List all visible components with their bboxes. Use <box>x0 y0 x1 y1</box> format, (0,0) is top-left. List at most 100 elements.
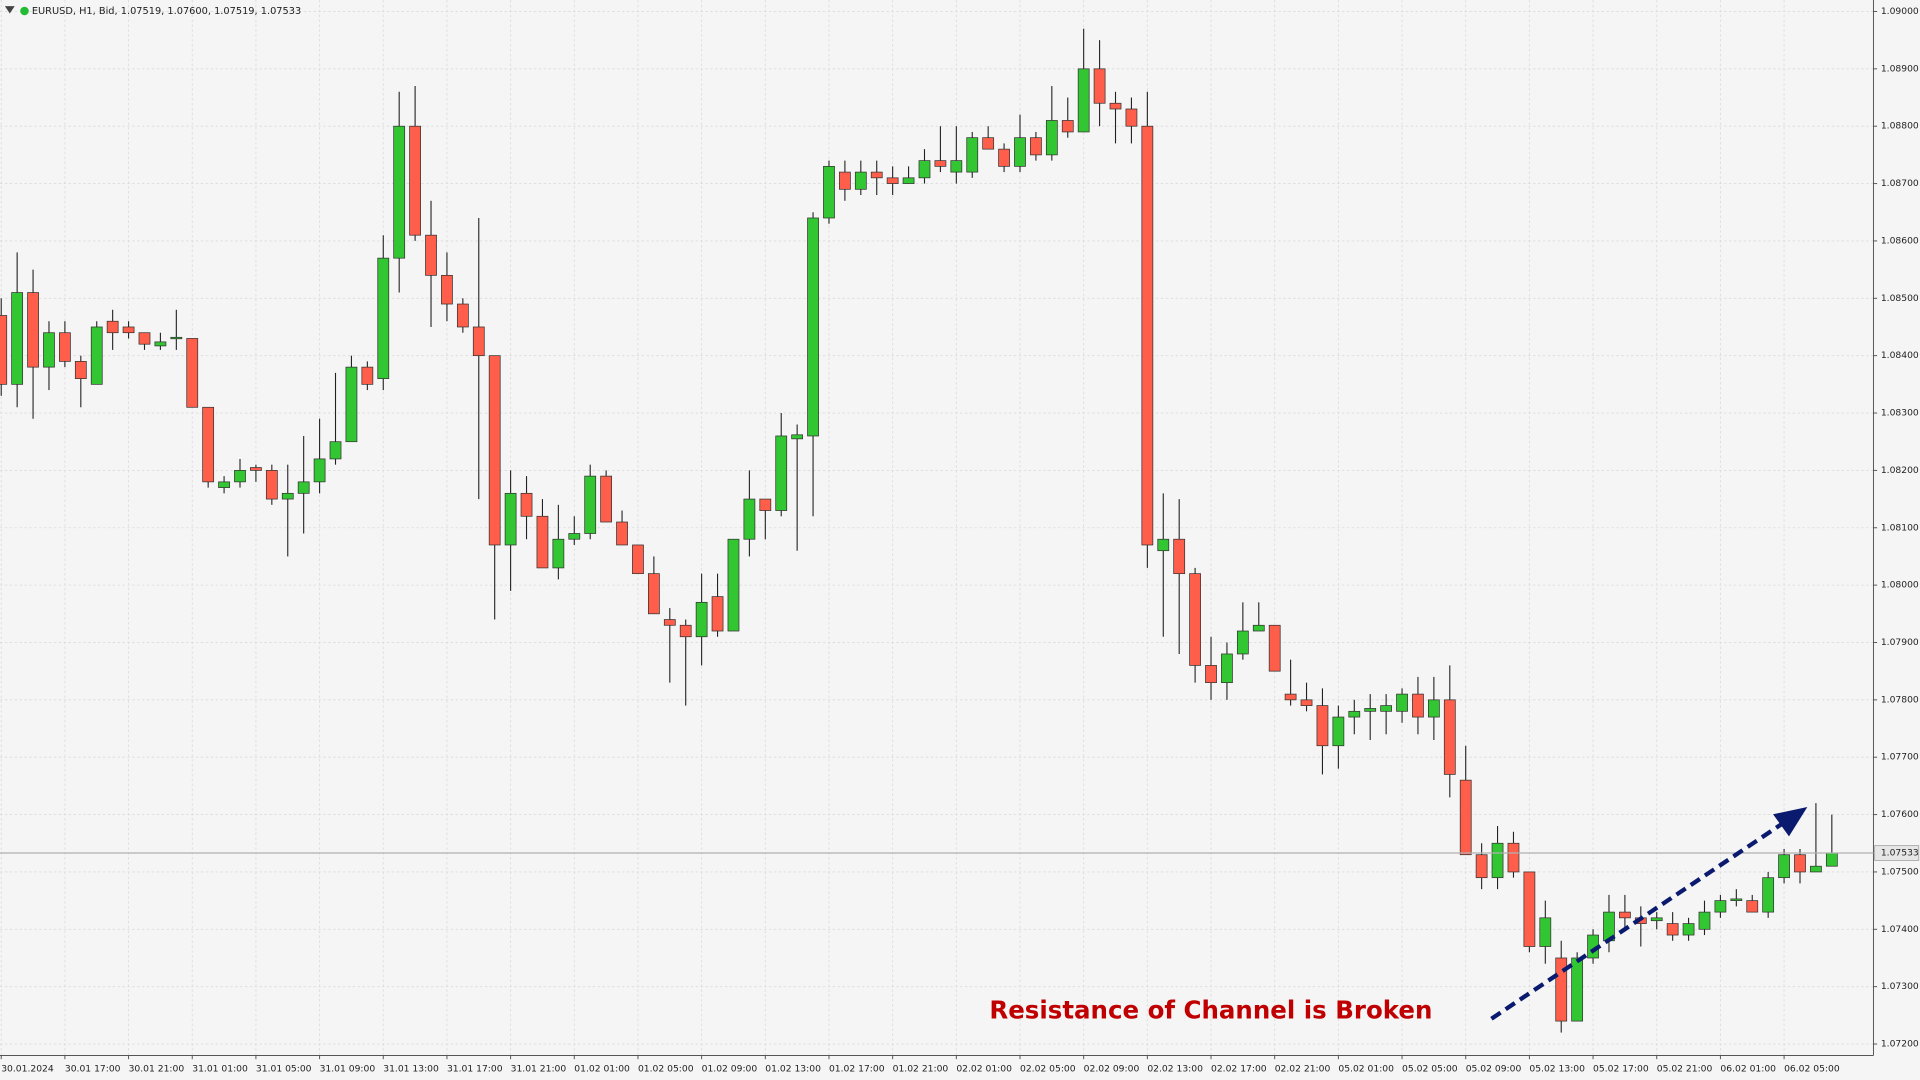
candle-body <box>1300 699 1313 706</box>
y-tick-label: 1.07700 <box>1881 752 1919 763</box>
candle-body <box>170 336 183 340</box>
candle-body <box>297 481 310 494</box>
candle-body <box>1475 854 1488 879</box>
candle-body <box>1236 630 1249 655</box>
candle-body <box>425 234 437 276</box>
candle-body <box>711 596 724 632</box>
candle-body <box>1619 911 1631 919</box>
x-tick-label: 01.02 09:00 <box>702 1063 758 1074</box>
candle-body <box>122 326 135 334</box>
y-tick-label: 1.08600 <box>1881 235 1919 246</box>
candle-body <box>1491 842 1504 879</box>
x-tick-label: 31.01 09:00 <box>320 1063 376 1074</box>
candle-body <box>1141 125 1154 546</box>
candle-body <box>632 544 644 575</box>
candle-body <box>982 137 995 150</box>
x-tick-label: 31.01 13:00 <box>383 1063 439 1074</box>
candle-body <box>27 292 39 368</box>
candle-body <box>1698 911 1711 930</box>
last-price-label: 1.07533 <box>1881 848 1919 859</box>
candle-body <box>1810 865 1822 873</box>
candle-body <box>791 434 804 440</box>
candle-body <box>1778 854 1790 879</box>
candle-body <box>59 332 71 362</box>
candle-body <box>218 481 230 488</box>
candle-body <box>1682 923 1695 936</box>
x-tick-label: 30.01 17:00 <box>65 1063 121 1074</box>
candle-body <box>1794 854 1806 873</box>
candle-body <box>1093 68 1106 104</box>
candle-body <box>552 538 565 569</box>
candle-body <box>743 498 756 540</box>
candle-body <box>1396 693 1408 712</box>
candle-body <box>1762 877 1775 913</box>
candle-body <box>1364 708 1377 712</box>
candle-body <box>998 148 1010 167</box>
trend-arrow-head <box>1773 806 1808 837</box>
menu-icon <box>4 6 15 14</box>
candle-body <box>1061 120 1074 133</box>
x-tick-label: 05.02 17:00 <box>1593 1063 1649 1074</box>
candle-body <box>1666 923 1679 936</box>
y-tick-label: 1.07300 <box>1881 981 1919 992</box>
candle-body <box>1412 693 1424 718</box>
y-tick-label: 1.08000 <box>1881 580 1919 591</box>
y-tick-label: 1.07200 <box>1881 1039 1919 1050</box>
x-tick-label: 01.02 13:00 <box>765 1063 821 1074</box>
candle-body <box>1428 699 1440 718</box>
candle-body <box>1523 871 1536 947</box>
candle-body <box>1252 624 1265 632</box>
x-tick-label: 31.01 05:00 <box>256 1063 312 1074</box>
candle-body <box>679 624 692 638</box>
grid <box>0 0 1874 1056</box>
candle-body <box>1284 693 1297 701</box>
candle-body <box>1221 653 1233 684</box>
x-tick-label: 01.02 01:00 <box>574 1063 630 1074</box>
x-tick-label: 31.01 17:00 <box>447 1063 503 1074</box>
candle-body <box>1571 957 1584 1022</box>
x-tick-label: 02.02 01:00 <box>956 1063 1012 1074</box>
candle-body <box>1173 538 1186 575</box>
candle-body <box>1555 957 1568 1022</box>
x-tick-label: 05.02 05:00 <box>1402 1063 1458 1074</box>
candle-body <box>361 366 374 385</box>
candle-body <box>536 515 549 569</box>
candle-body <box>0 315 8 385</box>
y-tick-label: 1.08800 <box>1881 121 1919 132</box>
candle-body <box>663 619 676 626</box>
trend-arrow-line <box>1490 822 1783 1021</box>
last-price-box <box>1874 845 1920 861</box>
candle-body <box>11 292 24 385</box>
candle-body <box>250 467 262 471</box>
y-tick-label: 1.07400 <box>1881 924 1919 935</box>
candle-body <box>329 441 342 460</box>
x-tick-label: 02.02 21:00 <box>1275 1063 1331 1074</box>
candle-body <box>1507 842 1520 873</box>
candle-body <box>1014 137 1026 167</box>
candle-body <box>1045 120 1058 156</box>
candle-body <box>504 492 517 546</box>
candle-body <box>138 332 151 345</box>
y-tick-label: 1.08200 <box>1881 465 1919 476</box>
candle-body <box>186 338 199 408</box>
candle-body <box>823 165 835 219</box>
candle-body <box>934 160 947 167</box>
candle-body <box>154 341 167 347</box>
candle-body <box>584 475 597 534</box>
candle-body <box>950 160 963 173</box>
candle-body <box>520 492 533 517</box>
candle-body <box>313 458 326 483</box>
x-tick-label: 06.02 01:00 <box>1720 1063 1776 1074</box>
candle-body <box>1714 900 1727 913</box>
x-tick-label: 01.02 05:00 <box>638 1063 694 1074</box>
x-tick-label: 31.01 21:00 <box>511 1063 567 1074</box>
candle-body <box>90 326 103 385</box>
x-tick-label: 02.02 13:00 <box>1147 1063 1203 1074</box>
candle-body <box>918 160 931 179</box>
candle-body <box>648 573 660 615</box>
candle-body <box>202 406 215 483</box>
x-tick-label: 02.02 09:00 <box>1084 1063 1140 1074</box>
x-tick-label: 06.02 05:00 <box>1784 1063 1840 1074</box>
annotation: Resistance of Channel is Broken <box>989 995 1432 1024</box>
candle-body <box>902 177 915 184</box>
